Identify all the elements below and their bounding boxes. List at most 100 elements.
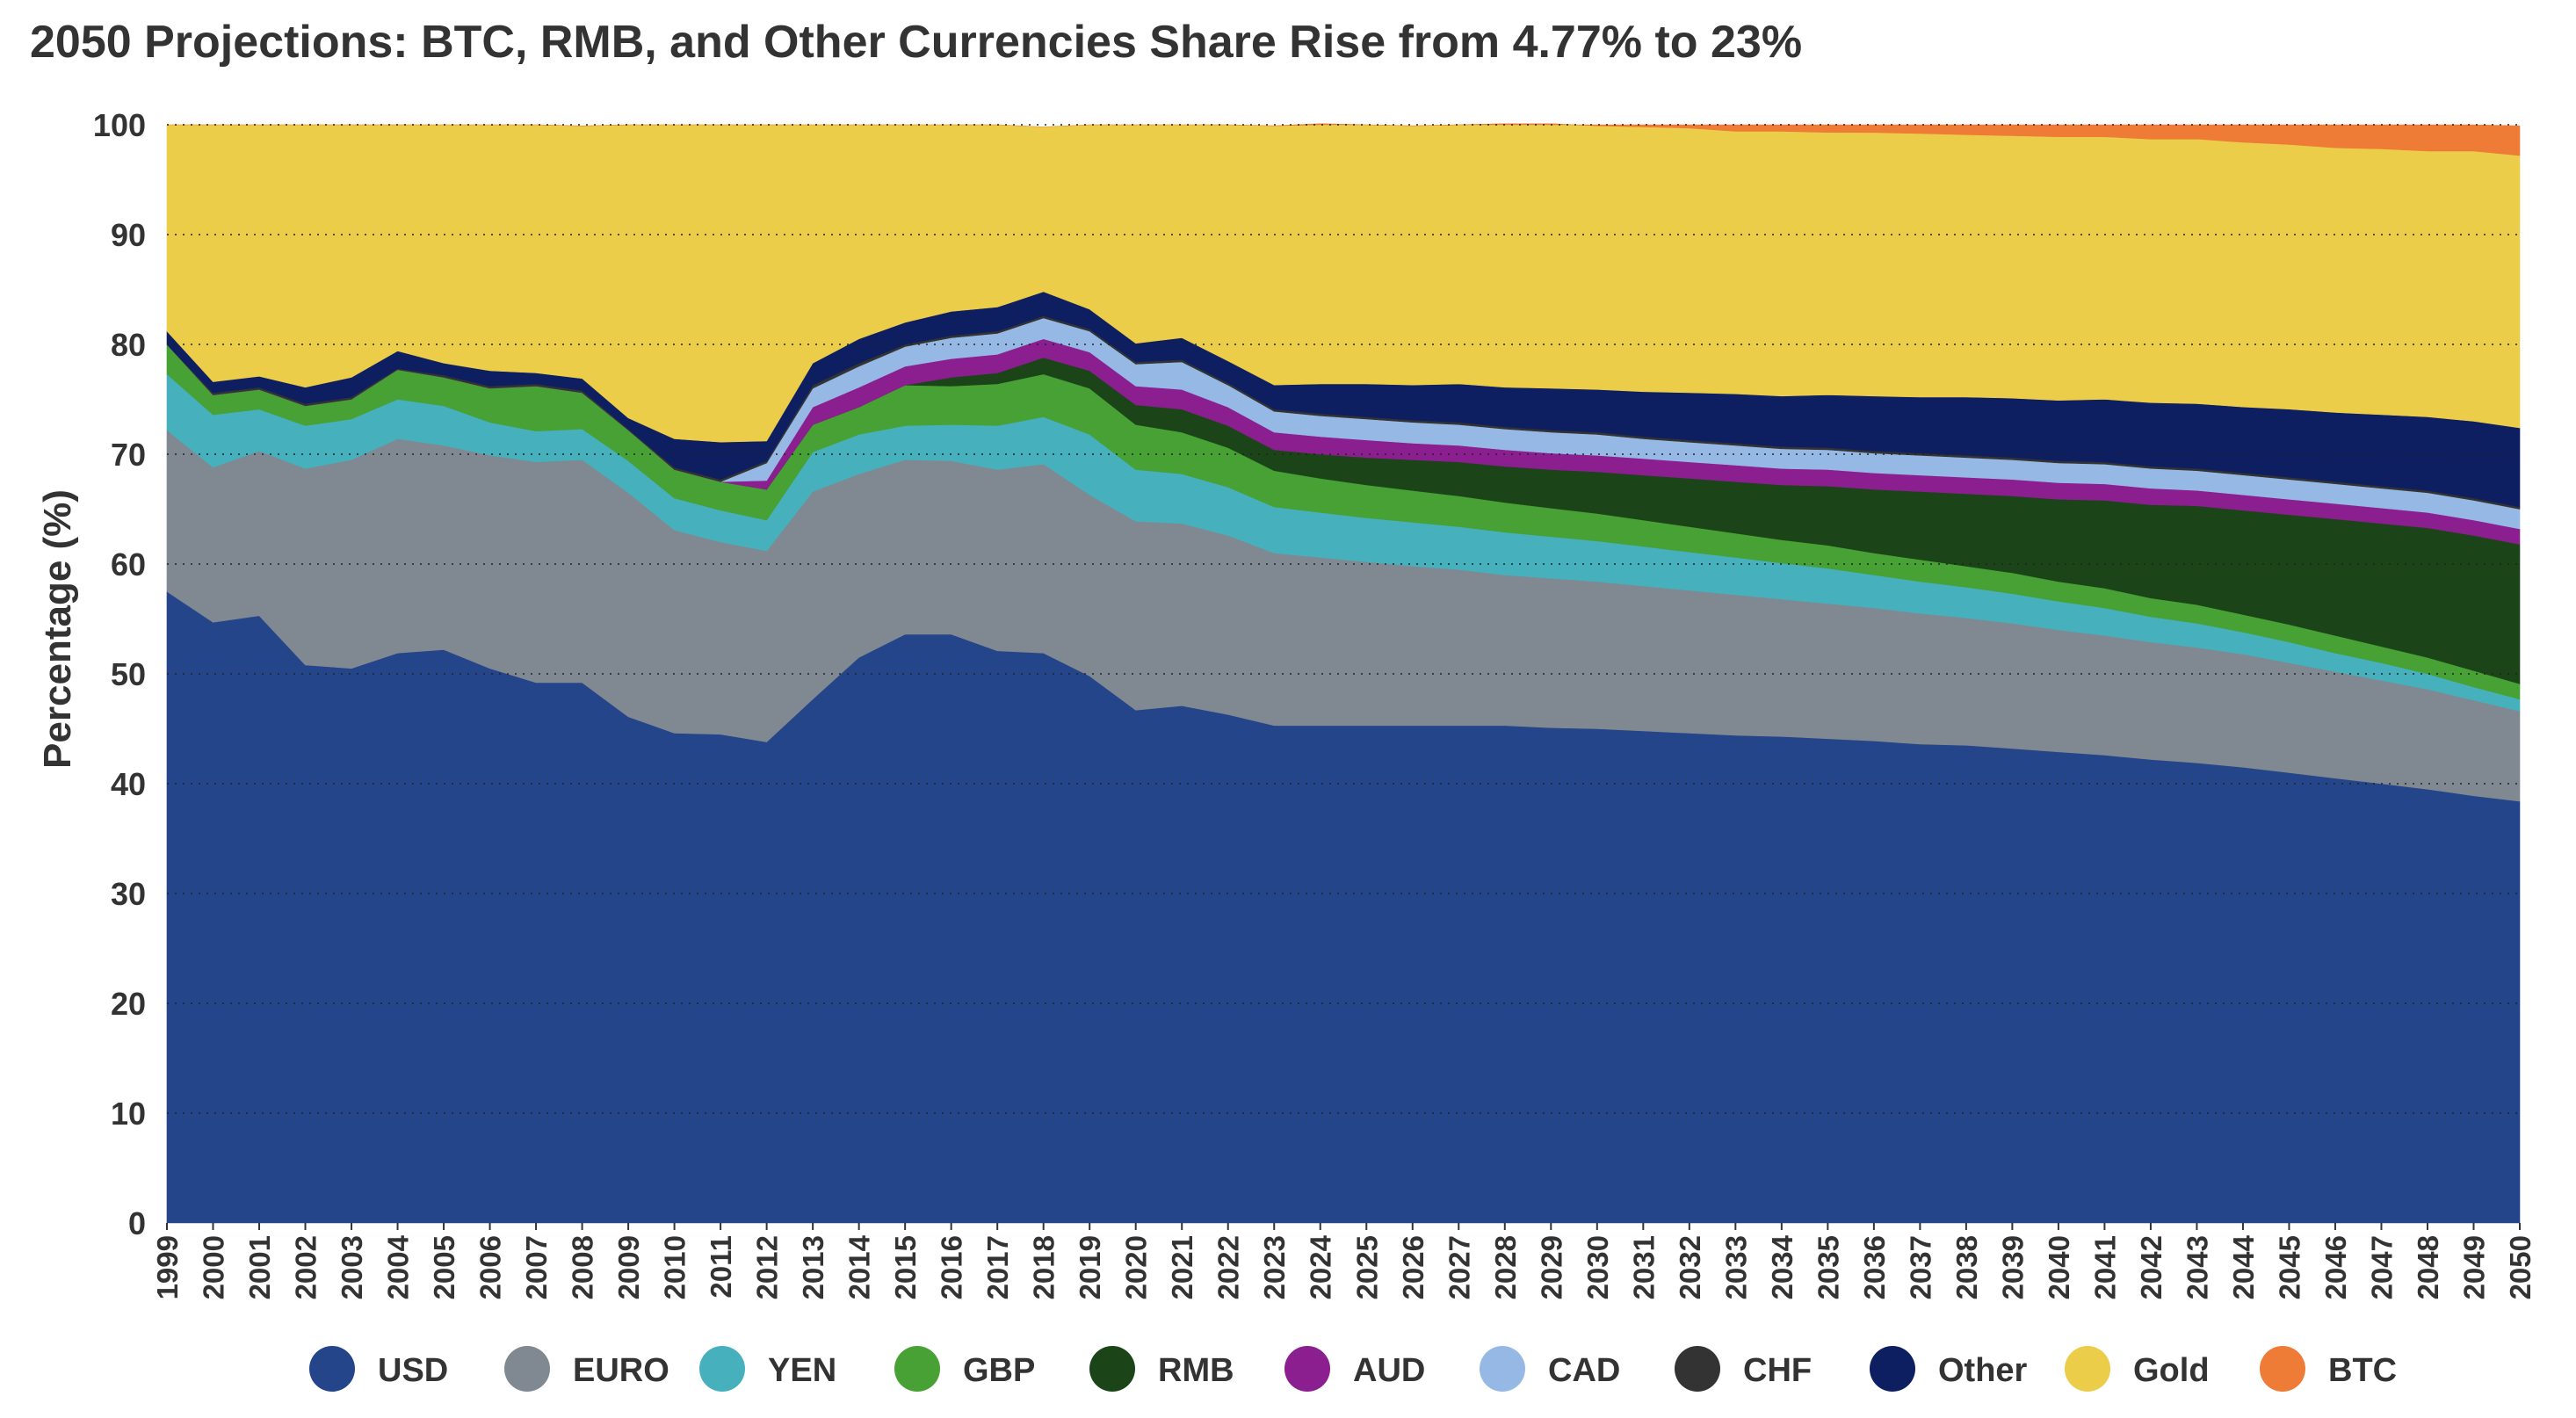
legend-swatch xyxy=(1675,1346,1720,1392)
x-tick-label: 2009 xyxy=(612,1235,645,1299)
legend: USD EURO YEN GBP RMB AUD CAD CHF Other Gold BTC xyxy=(309,1346,2397,1392)
legend-item-btc: BTC xyxy=(2260,1346,2397,1392)
x-tick-label: 2000 xyxy=(198,1235,230,1299)
y-tick-label: 60 xyxy=(111,546,146,582)
x-tick-label: 2019 xyxy=(1074,1235,1106,1299)
y-tick-label: 80 xyxy=(111,327,146,363)
legend-label: CHF xyxy=(1743,1352,1812,1389)
x-tick-label: 2018 xyxy=(1028,1235,1060,1299)
x-tick-label: 2025 xyxy=(1350,1235,1383,1299)
legend-item-rmb: RMB xyxy=(1089,1346,1234,1392)
x-tick-label: 2050 xyxy=(2504,1235,2536,1299)
x-tick-label: 2041 xyxy=(2088,1235,2121,1299)
x-tick-label: 2020 xyxy=(1120,1235,1153,1299)
legend-label: AUD xyxy=(1353,1352,1425,1389)
legend-swatch xyxy=(894,1346,940,1392)
x-tick-label: 2031 xyxy=(1627,1235,1660,1299)
legend-item-cad: CAD xyxy=(1480,1346,1620,1392)
legend-swatch xyxy=(309,1346,355,1392)
x-tick-label: 2036 xyxy=(1858,1235,1891,1299)
x-tick-label: 2003 xyxy=(336,1235,368,1299)
x-tick-label: 2042 xyxy=(2135,1235,2167,1299)
legend-label: Gold xyxy=(2133,1352,2210,1389)
x-tick-label: 2038 xyxy=(1950,1235,1983,1299)
x-tick-label: 2021 xyxy=(1166,1235,1198,1299)
legend-swatch xyxy=(1089,1346,1135,1392)
chart-title: 2050 Projections: BTC, RMB, and Other Cu… xyxy=(30,17,1803,68)
legend-item-euro: EURO xyxy=(504,1346,669,1392)
legend-swatch xyxy=(2260,1346,2305,1392)
y-tick-label: 10 xyxy=(111,1096,146,1132)
x-tick-label: 2039 xyxy=(1996,1235,2029,1299)
x-tick-label: 2044 xyxy=(2227,1234,2260,1299)
x-tick-label: 2011 xyxy=(705,1235,737,1299)
y-axis-ticks: 0 10 20 30 40 50 60 70 80 90 100 xyxy=(93,107,146,1241)
legend-item-other: Other xyxy=(1870,1346,2028,1392)
x-tick-label: 2033 xyxy=(1719,1235,1752,1299)
y-tick-label: 30 xyxy=(111,876,146,912)
x-axis-ticks: 1999 2000 2001 2002 2003 2004 2005 2006 2007 2008… xyxy=(151,1223,2536,1299)
legend-label: BTC xyxy=(2328,1352,2397,1389)
x-tick-label: 2049 xyxy=(2458,1235,2491,1299)
x-tick-label: 2008 xyxy=(567,1235,599,1299)
x-tick-label: 2046 xyxy=(2319,1235,2352,1299)
legend-label: EURO xyxy=(573,1352,669,1389)
x-tick-label: 2013 xyxy=(797,1235,829,1299)
series-areas xyxy=(166,123,2521,1224)
x-tick-label: 2027 xyxy=(1443,1235,1475,1299)
x-tick-label: 2030 xyxy=(1581,1235,1614,1299)
legend-label: YEN xyxy=(768,1352,836,1389)
y-tick-label: 20 xyxy=(111,986,146,1022)
x-tick-label: 2035 xyxy=(1812,1235,1844,1299)
legend-item-yen: YEN xyxy=(699,1346,836,1392)
legend-item-aud: AUD xyxy=(1284,1346,1425,1392)
y-tick-label: 70 xyxy=(111,437,146,473)
legend-swatch xyxy=(2065,1346,2110,1392)
x-tick-label: 2015 xyxy=(889,1235,922,1299)
x-tick-label: 2040 xyxy=(2043,1235,2075,1299)
x-tick-label: 2016 xyxy=(936,1235,968,1299)
x-tick-label: 2037 xyxy=(1904,1235,1936,1299)
x-tick-label: 2023 xyxy=(1258,1235,1291,1299)
x-tick-label: 2022 xyxy=(1212,1235,1245,1299)
legend-label: GBP xyxy=(963,1352,1035,1389)
legend-swatch xyxy=(1284,1346,1330,1392)
legend-item-chf: CHF xyxy=(1675,1346,1812,1392)
x-tick-label: 2043 xyxy=(2181,1235,2213,1299)
x-tick-label: 2047 xyxy=(2366,1235,2399,1299)
legend-item-gbp: GBP xyxy=(894,1346,1035,1392)
legend-label: Other xyxy=(1938,1352,2028,1389)
legend-swatch xyxy=(1870,1346,1915,1392)
x-tick-label: 2048 xyxy=(2412,1235,2444,1299)
x-tick-label: 2032 xyxy=(1674,1235,1706,1299)
x-tick-label: 2001 xyxy=(243,1235,276,1299)
x-tick-label: 2014 xyxy=(843,1234,876,1299)
x-tick-label: 2045 xyxy=(2274,1235,2306,1299)
y-tick-label: 40 xyxy=(111,766,146,802)
legend-label: USD xyxy=(378,1352,448,1389)
x-tick-label: 2002 xyxy=(290,1235,322,1299)
x-tick-label: 1999 xyxy=(151,1235,184,1299)
x-tick-label: 2034 xyxy=(1766,1234,1798,1299)
x-tick-label: 2006 xyxy=(474,1235,507,1299)
legend-swatch xyxy=(699,1346,745,1392)
x-tick-label: 2026 xyxy=(1397,1235,1429,1299)
x-tick-label: 2024 xyxy=(1305,1234,1337,1299)
x-tick-label: 2010 xyxy=(659,1235,691,1299)
legend-item-gold: Gold xyxy=(2065,1346,2210,1392)
x-tick-label: 2028 xyxy=(1489,1235,1522,1299)
legend-label: CAD xyxy=(1548,1352,1620,1389)
x-tick-label: 2004 xyxy=(382,1234,415,1299)
y-tick-label: 90 xyxy=(111,217,146,253)
y-tick-label: 100 xyxy=(93,107,146,143)
legend-item-usd: USD xyxy=(309,1346,448,1392)
x-tick-label: 2007 xyxy=(520,1235,553,1299)
y-tick-label: 50 xyxy=(111,656,146,692)
legend-label: RMB xyxy=(1158,1352,1234,1389)
x-tick-label: 2005 xyxy=(428,1235,460,1299)
x-tick-label: 2012 xyxy=(751,1235,784,1299)
x-tick-label: 2017 xyxy=(981,1235,1014,1299)
legend-swatch xyxy=(1480,1346,1525,1392)
